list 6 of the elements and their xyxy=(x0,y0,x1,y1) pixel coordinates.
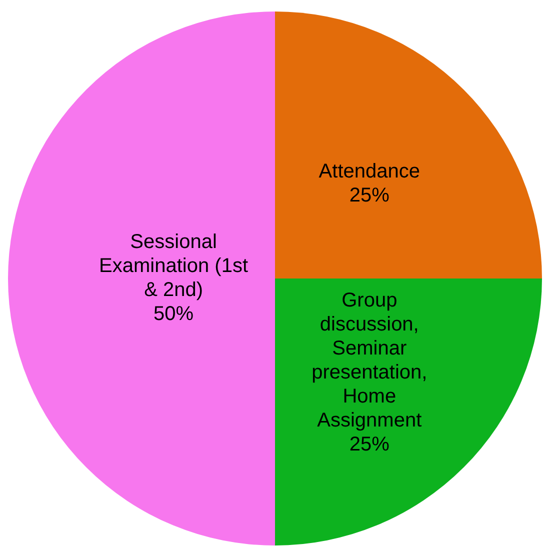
slice-label: Sessional Examination (1st & 2nd) xyxy=(99,231,248,302)
slice-label: Attendance xyxy=(318,160,420,183)
data-label: 50% xyxy=(154,303,194,326)
data-label: 25% xyxy=(349,433,390,456)
data-label: 25% xyxy=(349,184,390,207)
slice-label: Group discussion, Seminar presentation, Home Assignment xyxy=(312,289,428,432)
